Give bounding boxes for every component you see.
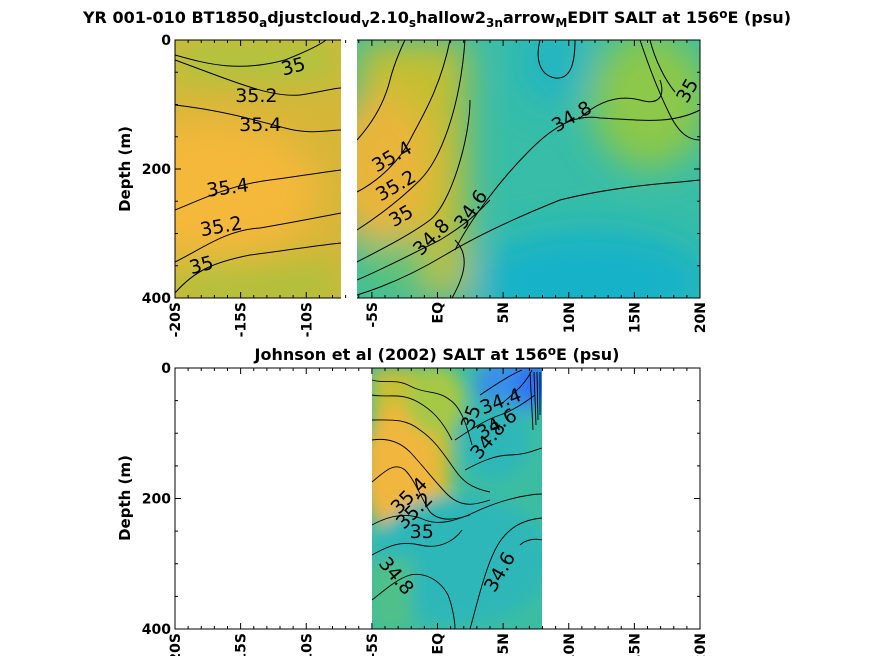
x-tick-label: 15N [627,633,643,656]
title-segment: EDIT SALT at 156 [567,8,719,27]
title-segment: hallow2 [416,8,486,27]
x-tick-label: -5S [365,633,381,656]
x-tick-label: 15N [627,302,643,333]
ticks-panel1: -20S -15S -10S -5S EQ 5N 10N 15N 20N 0 200 400 [142,33,709,337]
title-segment: E (psu) [728,8,792,27]
y-tick-label: 0 [161,33,171,49]
title-segment: 3n [486,16,503,30]
x-tick-label: 10N [562,302,578,333]
title-segment: E (psu) [556,345,620,364]
ticks-panel2: -20S -15S -10S -5S EQ 5N 10N 15N 20N 0 200 400 [142,361,709,656]
x-tick-label: -15S [234,302,250,337]
contours-panel1 [174,39,701,299]
title-segment: v [362,16,370,30]
title-segment: o [719,7,727,21]
panel-observed: Johnson et al (2002) SALT at 156oE (psu) [116,344,709,656]
panel-model: YR 001-010 BT1850adjustcloudv2.10shallow… [82,7,791,338]
y-tick-label: 0 [161,361,171,377]
title-segment: M [555,16,567,30]
missing-data-gap [341,36,357,302]
heatmap-observed [372,368,542,629]
x-tick-label: -10S [299,633,315,656]
contour-label: 35 [410,521,434,543]
contour-label: 35.4 [239,114,281,136]
y-tick-label: 400 [142,291,171,307]
y-axis-label: Depth (m) [116,455,134,541]
x-tick-label: EQ [431,302,447,324]
chart-title: YR 001-010 BT1850adjustcloudv2.10shallow… [82,7,791,30]
y-tick-label: 200 [142,162,171,178]
x-tick-label: -20S [168,633,184,656]
x-tick-label: 20N [693,633,709,656]
chart-title: Johnson et al (2002) SALT at 156oE (psu) [254,344,620,364]
title-segment: 2.10 [369,8,408,27]
title-segment: YR 001-010 BT1850 [82,8,259,27]
y-tick-label: 200 [142,492,171,508]
heatmap-left [175,40,341,298]
title-segment: djustcloud [267,8,361,27]
x-tick-label: EQ [431,633,447,655]
title-segment: s [409,16,416,30]
x-tick-label: 5N [496,633,512,654]
contours-panel2 [371,369,543,630]
title-segment: o [548,344,556,358]
heatmap-right [357,40,700,298]
x-tick-label: -5S [365,302,381,328]
x-tick-label: -10S [299,302,315,337]
x-tick-label: -20S [168,302,184,337]
x-tick-label: -15S [234,633,250,656]
title-segment: arrow [503,8,556,27]
contour-label: 35.2 [235,85,277,107]
y-tick-label: 400 [142,622,171,638]
x-tick-label: 5N [496,302,512,323]
title-segment: a [259,16,267,30]
x-tick-label: 20N [693,302,709,333]
x-tick-label: 10N [562,633,578,656]
title-segment: Johnson et al (2002) SALT at 156 [254,345,548,364]
y-axis-label: Depth (m) [116,126,134,212]
